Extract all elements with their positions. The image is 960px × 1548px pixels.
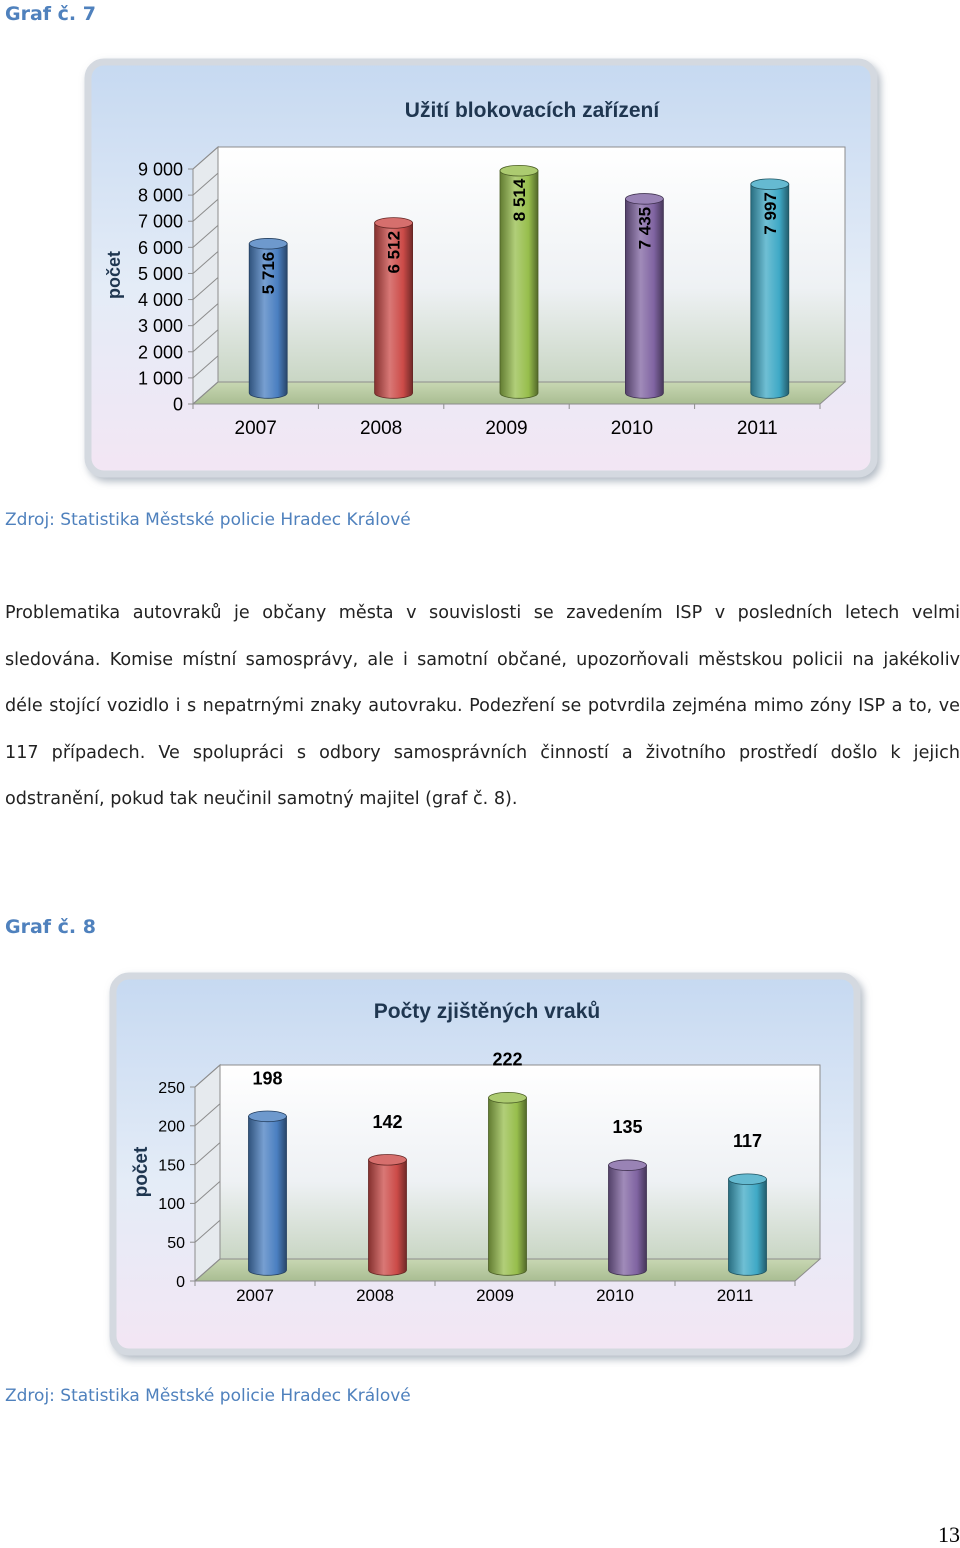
bar-body xyxy=(750,183,790,399)
chart-source-8: Zdroj: Statistika Městské policie Hradec… xyxy=(5,1386,411,1406)
y-tick-depth xyxy=(192,355,219,379)
y-tick-label: 4 000 xyxy=(138,290,183,310)
data-label: 142 xyxy=(372,1112,402,1132)
x-tick-label: 2011 xyxy=(717,1286,754,1305)
y-tick-depth xyxy=(194,1103,221,1127)
y-tick-depth xyxy=(192,146,219,170)
data-label: 7 435 xyxy=(635,207,654,250)
data-label: 135 xyxy=(612,1117,642,1137)
bar-body xyxy=(248,243,288,399)
x-tick-label: 2007 xyxy=(236,1286,274,1305)
x-tick-label: 2008 xyxy=(356,1286,394,1305)
y-tick-label: 50 xyxy=(167,1235,185,1252)
bar-cap xyxy=(499,164,539,177)
bar-body xyxy=(248,1115,287,1276)
bar-2009 xyxy=(499,164,539,399)
y-tick-label: 250 xyxy=(158,1080,185,1097)
y-tick-label: 8 000 xyxy=(138,186,183,206)
y-tick-label: 5 000 xyxy=(138,264,183,284)
data-label: 117 xyxy=(733,1131,762,1151)
y-tick-depth xyxy=(192,198,219,222)
y-tick-label: 150 xyxy=(158,1157,185,1174)
y-tick-depth xyxy=(192,303,219,327)
bar-cap xyxy=(728,1173,767,1185)
data-label: 5 716 xyxy=(259,252,278,295)
chart-title: Užití blokovacích zařízení xyxy=(405,99,661,122)
data-label: 198 xyxy=(252,1068,282,1088)
chart-usage-blocking-devices: Užití blokovacích zařízení 0 1 000 2 000 3 0… xyxy=(84,58,878,478)
y-tick-label: 0 xyxy=(176,1274,185,1291)
chart-wrecks-count: Počty zjištěných vraků 0 50 100 150 200 250 poč… xyxy=(109,972,861,1356)
y-tick-depth xyxy=(194,1181,221,1204)
y-tick-label: 1 000 xyxy=(138,368,183,388)
x-tick-label: 2011 xyxy=(737,418,778,439)
bar-body xyxy=(368,1159,407,1276)
bar-2011 xyxy=(728,1173,767,1276)
body-paragraph: Problematika autovraků je občany města v… xyxy=(5,603,960,809)
bar-body xyxy=(374,222,413,399)
y-axis-title: počet xyxy=(104,251,124,299)
bar-2007 xyxy=(248,238,288,399)
bar-cap xyxy=(625,193,664,205)
chart-heading-8: Graf č. 8 xyxy=(5,916,96,938)
data-label: 222 xyxy=(492,1050,522,1070)
side-wall xyxy=(194,1063,221,1283)
x-tick-label: 2010 xyxy=(596,1286,634,1305)
y-tick-depth xyxy=(194,1219,221,1243)
x-tick-label: 2010 xyxy=(611,418,653,439)
y-tick-depth xyxy=(194,1142,221,1165)
bar-cap xyxy=(374,217,414,229)
bar-cap xyxy=(750,178,790,190)
y-tick-depth xyxy=(192,277,219,300)
bar-2009 xyxy=(488,1092,527,1276)
chart-title: Počty zjištěných vraků xyxy=(374,1000,600,1023)
x-tick-label: 2009 xyxy=(476,1286,514,1305)
bar-cap xyxy=(608,1159,647,1171)
y-tick-label: 7 000 xyxy=(138,212,183,232)
y-tick-label: 200 xyxy=(158,1119,185,1136)
x-tick-label: 2008 xyxy=(360,418,402,439)
side-wall xyxy=(192,145,219,406)
bar-cap xyxy=(248,1110,287,1123)
bar-body xyxy=(499,170,539,399)
y-tick-label: 100 xyxy=(158,1196,185,1213)
bar-cap xyxy=(248,238,288,250)
y-tick-depth xyxy=(192,172,219,196)
bar-body xyxy=(608,1164,647,1276)
x-tick-label: 2007 xyxy=(235,418,277,439)
y-tick-depth xyxy=(194,1064,221,1088)
data-label: 8 514 xyxy=(510,178,529,221)
bar-2011 xyxy=(750,178,790,399)
y-axis-title: počet xyxy=(131,1146,152,1197)
bar-2010 xyxy=(608,1159,647,1276)
x-tick-label: 2009 xyxy=(485,418,527,439)
y-tick-depth xyxy=(194,1258,221,1282)
y-tick-label: 0 xyxy=(173,394,183,414)
data-label: 6 512 xyxy=(385,231,404,274)
y-tick-label: 3 000 xyxy=(138,316,183,336)
chart-source-7: Zdroj: Statistika Městské policie Hradec… xyxy=(5,510,411,530)
bar-2010 xyxy=(625,193,664,399)
bar-cap xyxy=(368,1154,407,1166)
bar-body xyxy=(488,1097,527,1276)
bar-2008 xyxy=(374,217,414,399)
y-tick-depth xyxy=(192,329,219,353)
bar-2008 xyxy=(368,1154,407,1276)
page-number: 13 xyxy=(938,1522,960,1547)
bar-cap xyxy=(488,1092,527,1104)
y-tick-label: 9 000 xyxy=(138,159,183,179)
data-label: 7 997 xyxy=(761,192,780,235)
bar-body xyxy=(625,198,664,399)
y-tick-depth xyxy=(192,381,219,405)
y-tick-depth xyxy=(192,224,219,248)
bar-2007 xyxy=(248,1110,287,1276)
y-tick-label: 6 000 xyxy=(138,238,183,258)
y-tick-depth xyxy=(192,251,219,274)
bar-body xyxy=(728,1178,767,1276)
chart-heading-7: Graf č. 7 xyxy=(5,3,96,25)
y-tick-label: 2 000 xyxy=(138,342,183,362)
